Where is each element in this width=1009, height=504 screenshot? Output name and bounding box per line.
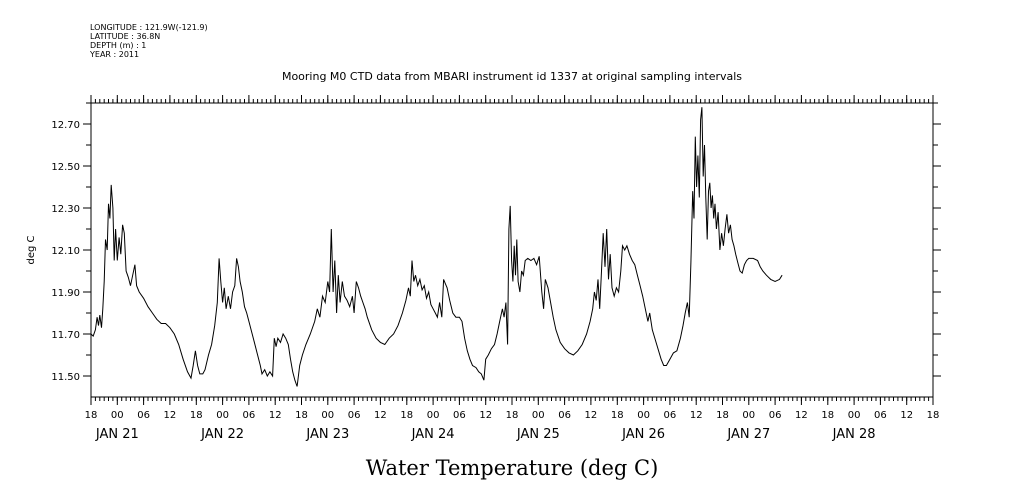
x-hour-label: 18 — [295, 410, 308, 421]
x-day-label: JAN 27 — [726, 427, 770, 442]
x-hour-label: 00 — [321, 410, 334, 421]
x-hour-label: 00 — [216, 410, 229, 421]
x-day-label: JAN 22 — [200, 427, 244, 442]
y-tick-label: 12.30 — [51, 204, 80, 215]
x-axis-label: Water Temperature (deg C) — [366, 456, 659, 480]
x-hour-label: 18 — [400, 410, 413, 421]
x-hour-label: 18 — [506, 410, 519, 421]
x-hour-label: 18 — [190, 410, 203, 421]
x-hour-label: 12 — [900, 410, 913, 421]
y-axis-label: deg C — [26, 235, 37, 264]
x-hour-label: 12 — [269, 410, 282, 421]
x-hour-label: 12 — [585, 410, 598, 421]
x-axis-ticks: 18 00 06 12 18 00 06 12 18 00 06 12 18 00 06 12 18 00 06 12… — [85, 95, 940, 442]
x-hour-label: 06 — [453, 410, 466, 421]
x-hour-label: 00 — [848, 410, 861, 421]
chart-title: Mooring M0 CTD data from MBARI instrumen… — [282, 70, 742, 83]
minor-ticks — [90, 99, 934, 401]
y-tick-label: 12.10 — [51, 246, 80, 257]
x-hour-label: 00 — [427, 410, 440, 421]
x-hour-label: 18 — [85, 410, 98, 421]
x-hour-label: 06 — [243, 410, 256, 421]
x-hour-label: 00 — [111, 410, 124, 421]
header-metadata: LONGITUDE : 121.9W(-121.9) LATITUDE : 36… — [89, 23, 208, 59]
temperature-line — [90, 107, 783, 387]
x-hour-label: 00 — [532, 410, 545, 421]
x-hour-label: 00 — [637, 410, 650, 421]
x-hour-label: 18 — [927, 410, 940, 421]
x-day-label: JAN 21 — [95, 427, 139, 442]
x-day-label: JAN 25 — [516, 427, 560, 442]
x-hour-label: 12 — [374, 410, 387, 421]
x-hour-label: 12 — [690, 410, 703, 421]
longitude-text: LONGITUDE : 121.9W(-121.9) — [90, 23, 208, 32]
x-hour-label: 18 — [821, 410, 834, 421]
x-day-label: JAN 28 — [832, 427, 876, 442]
x-hour-label: 06 — [769, 410, 782, 421]
latitude-text: LATITUDE : 36.8N — [90, 32, 160, 41]
y-tick-label: 11.90 — [51, 288, 80, 299]
x-hour-label: 12 — [164, 410, 177, 421]
x-hour-label: 06 — [874, 410, 887, 421]
y-tick-label: 12.70 — [51, 120, 80, 131]
y-tick-label: 11.50 — [51, 372, 80, 383]
y-tick-label: 11.70 — [51, 330, 80, 341]
x-hour-label: 06 — [558, 410, 571, 421]
y-axis-ticks: 11.50 11.70 11.90 12.10 12.30 12.50 12.70 — [51, 102, 941, 383]
x-hour-label: 12 — [795, 410, 808, 421]
x-hour-label: 06 — [664, 410, 677, 421]
x-hour-label: 06 — [348, 410, 361, 421]
x-day-label: JAN 23 — [305, 427, 349, 442]
depth-text: DEPTH (m) : 1 — [90, 41, 146, 50]
x-hour-label: 18 — [716, 410, 729, 421]
x-hour-label: 00 — [742, 410, 755, 421]
y-tick-label: 12.50 — [51, 162, 80, 173]
x-day-label: JAN 26 — [621, 427, 665, 442]
year-text: YEAR : 2011 — [89, 50, 139, 59]
x-hour-label: 06 — [137, 410, 150, 421]
x-hour-label: 12 — [479, 410, 492, 421]
x-hour-label: 18 — [611, 410, 624, 421]
x-day-label: JAN 24 — [411, 427, 455, 442]
plot-frame — [90, 102, 934, 398]
